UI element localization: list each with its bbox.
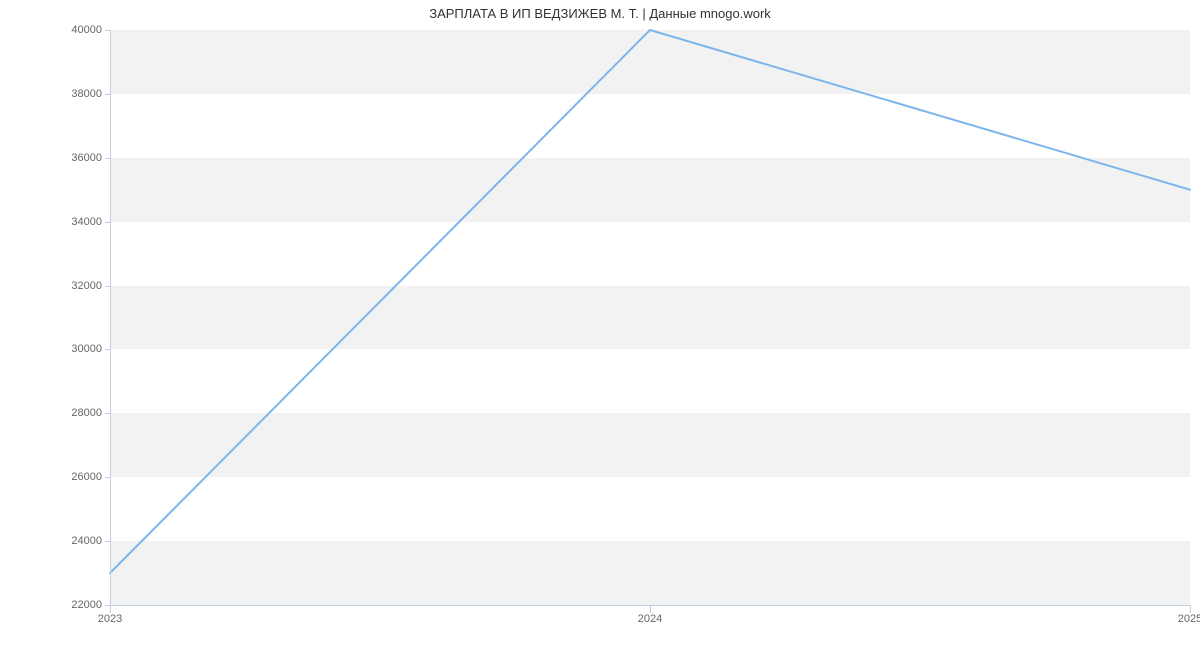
series-line <box>110 30 1190 573</box>
y-axis-line <box>110 30 111 605</box>
salary-chart: ЗАРПЛАТА В ИП ВЕДЗИЖЕВ М. Т. | Данные mn… <box>0 0 1200 650</box>
line-layer <box>110 30 1190 605</box>
x-axis-line <box>110 605 1190 606</box>
x-tick-mark <box>110 605 111 613</box>
plot-area: 2200024000260002800030000320003400036000… <box>110 30 1190 605</box>
chart-title: ЗАРПЛАТА В ИП ВЕДЗИЖЕВ М. Т. | Данные mn… <box>0 6 1200 21</box>
x-tick-label: 2025 <box>1178 605 1200 625</box>
x-tick-mark <box>1190 605 1191 613</box>
x-tick-mark <box>650 605 651 613</box>
